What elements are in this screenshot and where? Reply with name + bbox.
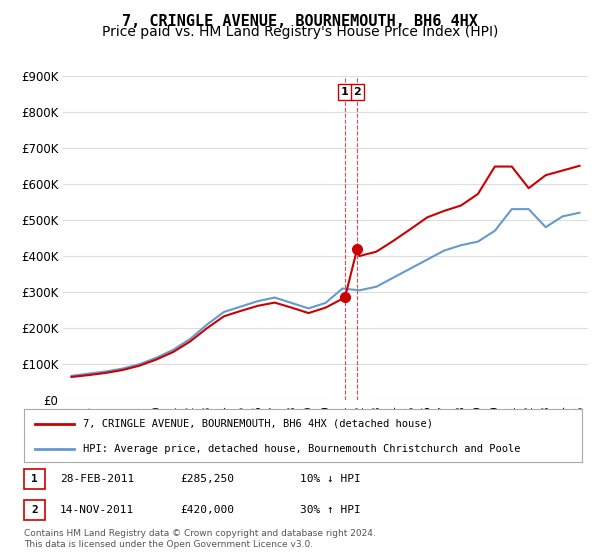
Text: 1: 1 [31, 474, 38, 484]
Text: Price paid vs. HM Land Registry's House Price Index (HPI): Price paid vs. HM Land Registry's House … [102, 25, 498, 39]
Text: 14-NOV-2011: 14-NOV-2011 [60, 505, 134, 515]
Text: Contains HM Land Registry data © Crown copyright and database right 2024.
This d: Contains HM Land Registry data © Crown c… [24, 529, 376, 549]
Text: 1: 1 [341, 87, 349, 97]
Text: 30% ↑ HPI: 30% ↑ HPI [300, 505, 361, 515]
Text: 7, CRINGLE AVENUE, BOURNEMOUTH, BH6 4HX: 7, CRINGLE AVENUE, BOURNEMOUTH, BH6 4HX [122, 14, 478, 29]
Text: 7, CRINGLE AVENUE, BOURNEMOUTH, BH6 4HX (detached house): 7, CRINGLE AVENUE, BOURNEMOUTH, BH6 4HX … [83, 419, 433, 429]
Text: £285,250: £285,250 [180, 474, 234, 484]
Text: 28-FEB-2011: 28-FEB-2011 [60, 474, 134, 484]
Text: 10% ↓ HPI: 10% ↓ HPI [300, 474, 361, 484]
Text: 2: 2 [353, 87, 361, 97]
Text: 2: 2 [31, 505, 38, 515]
Text: HPI: Average price, detached house, Bournemouth Christchurch and Poole: HPI: Average price, detached house, Bour… [83, 444, 520, 454]
Text: £420,000: £420,000 [180, 505, 234, 515]
